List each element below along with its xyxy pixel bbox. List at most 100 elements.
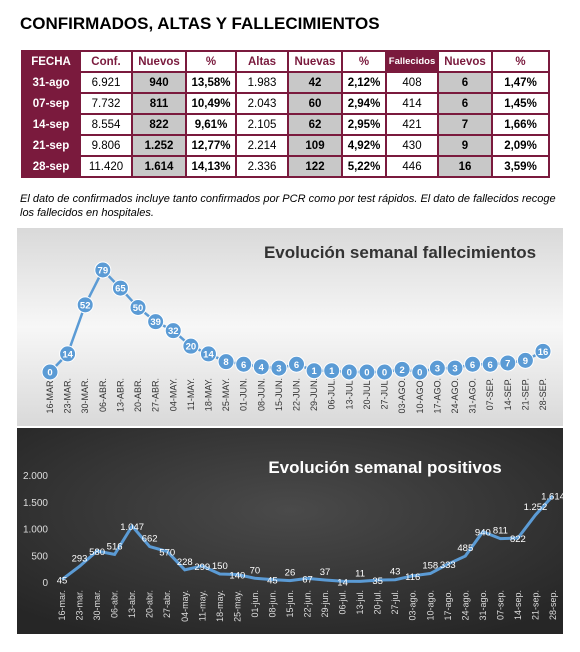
marker (464, 355, 482, 373)
x-tick-label: 16-MAR. (45, 378, 55, 414)
x-tick-label: 18-MAY. (203, 378, 213, 411)
y-tick-label: 500 (31, 551, 48, 562)
x-tick-label: 06-abr. (110, 590, 120, 618)
data-label: 293 (72, 553, 88, 564)
table-cell: 7 (439, 115, 491, 134)
data-label: 570 (159, 548, 175, 559)
data-label: 822 (510, 534, 526, 545)
data-label: 333 (440, 560, 456, 571)
x-tick-label: 15-JUN. (274, 378, 284, 411)
table-cell: 2.043 (237, 94, 287, 113)
data-label: 1.614 (541, 492, 565, 503)
x-tick-label: 13-ABR. (115, 378, 125, 412)
table-cell: 4,92% (343, 136, 385, 155)
table-cell: 31-ago (23, 73, 79, 92)
x-tick-label: 30-mar. (92, 590, 102, 621)
x-tick-label: 27-abr. (162, 590, 172, 618)
table-cell: 5,22% (343, 157, 385, 176)
x-tick-label: 17-AGO. (432, 378, 442, 414)
marker (76, 296, 94, 314)
header-cell: Conf. (81, 52, 131, 71)
data-label: 7 (505, 358, 510, 369)
marker (516, 351, 534, 369)
data-label: 150 (212, 561, 228, 572)
table-cell: 6 (439, 94, 491, 113)
table-cell: 14-sep (23, 115, 79, 134)
header-cell: Fallecidos (387, 52, 437, 71)
data-label: 1.047 (120, 522, 144, 533)
table-cell: 14,13% (187, 157, 235, 176)
table-cell: 13,58% (187, 73, 235, 92)
data-label: 3 (452, 364, 457, 375)
table-cell: 11.420 (81, 157, 131, 176)
table-cell: 421 (387, 115, 437, 134)
x-tick-label: 06-ABR. (98, 378, 108, 412)
marker (111, 279, 129, 297)
data-label: 11 (355, 568, 365, 579)
x-tick-label: 13-JUL. (344, 378, 354, 410)
table-row: 07-sep 7.732 811 10,49% 2.043 60 2,94% 414 6 1,45… (23, 94, 548, 113)
marker (199, 345, 217, 363)
marker (393, 360, 411, 378)
data-label: 6 (488, 360, 493, 371)
data-label: 4 (259, 362, 265, 373)
table-cell: 60 (289, 94, 341, 113)
x-tick-label: 04-may. (180, 590, 190, 622)
data-label: 45 (57, 576, 68, 587)
table-cell: 21-sep (23, 136, 79, 155)
data-label: 37 (320, 567, 331, 578)
table-cell: 1.983 (237, 73, 287, 92)
x-tick-label: 20-JUL. (362, 378, 372, 410)
data-label: 2 (399, 365, 404, 376)
marker (94, 261, 112, 279)
data-label: 299 (194, 562, 210, 573)
x-tick-label: 15-jun. (285, 590, 295, 618)
table-cell: 9,61% (187, 115, 235, 134)
table-cell: 16 (439, 157, 491, 176)
marker (235, 355, 253, 373)
data-label: 39 (150, 317, 161, 328)
table-cell: 1.614 (133, 157, 185, 176)
summary-table: FECHA Conf. Nuevos% Altas Nuevas% Fallecidos N… (21, 50, 550, 178)
line (61, 494, 555, 583)
x-tick-label: 04-MAY. (168, 378, 178, 411)
data-label: 811 (493, 526, 508, 537)
x-tick-label: 17-ago. (443, 590, 453, 621)
header-cell: FECHA (23, 52, 79, 71)
marker (288, 355, 305, 373)
marker (428, 359, 446, 377)
x-tick-label: 21-sep. (530, 590, 540, 620)
marker (411, 363, 429, 381)
table-cell: 2.214 (237, 136, 287, 155)
header-cell: % (187, 52, 235, 71)
table-cell: 2,12% (343, 73, 385, 92)
header-row: FECHA Conf. Nuevos% Altas Nuevas% Fallecidos N… (23, 52, 548, 71)
header-cell: Nuevos (439, 52, 491, 71)
x-tick-label: 01-jun. (250, 590, 260, 618)
x-tick-label: 11-may. (197, 590, 207, 621)
data-label: 43 (390, 567, 401, 578)
table-cell: 9 (439, 136, 491, 155)
header-cell: % (343, 52, 385, 71)
deaths-chart: Evolución semanal fallecimientos 16-MAR. 2… (17, 228, 563, 426)
y-tick-label: 1.000 (23, 525, 48, 536)
table-cell: 3,59% (493, 157, 548, 176)
data-label: 6 (241, 360, 246, 371)
marker (376, 363, 394, 381)
x-tick-label: 18-may. (215, 590, 225, 622)
data-label: 50 (133, 303, 144, 314)
data-label: 0 (347, 368, 352, 379)
marker (217, 353, 235, 371)
x-tick-label: 10-ago. (425, 590, 435, 621)
chart-bg (17, 428, 563, 634)
x-tick-label: 10-AGO. (415, 378, 425, 414)
table-cell: 430 (387, 136, 437, 155)
table-cell: 10,49% (187, 94, 235, 113)
data-label: 6 (470, 360, 475, 371)
x-tick-label: 13-abr. (127, 590, 137, 618)
data-label: 20 (186, 342, 197, 353)
chart-bg (17, 228, 563, 426)
table-cell: 109 (289, 136, 341, 155)
header-cell: Altas (237, 52, 287, 71)
data-label: 0 (47, 368, 52, 379)
